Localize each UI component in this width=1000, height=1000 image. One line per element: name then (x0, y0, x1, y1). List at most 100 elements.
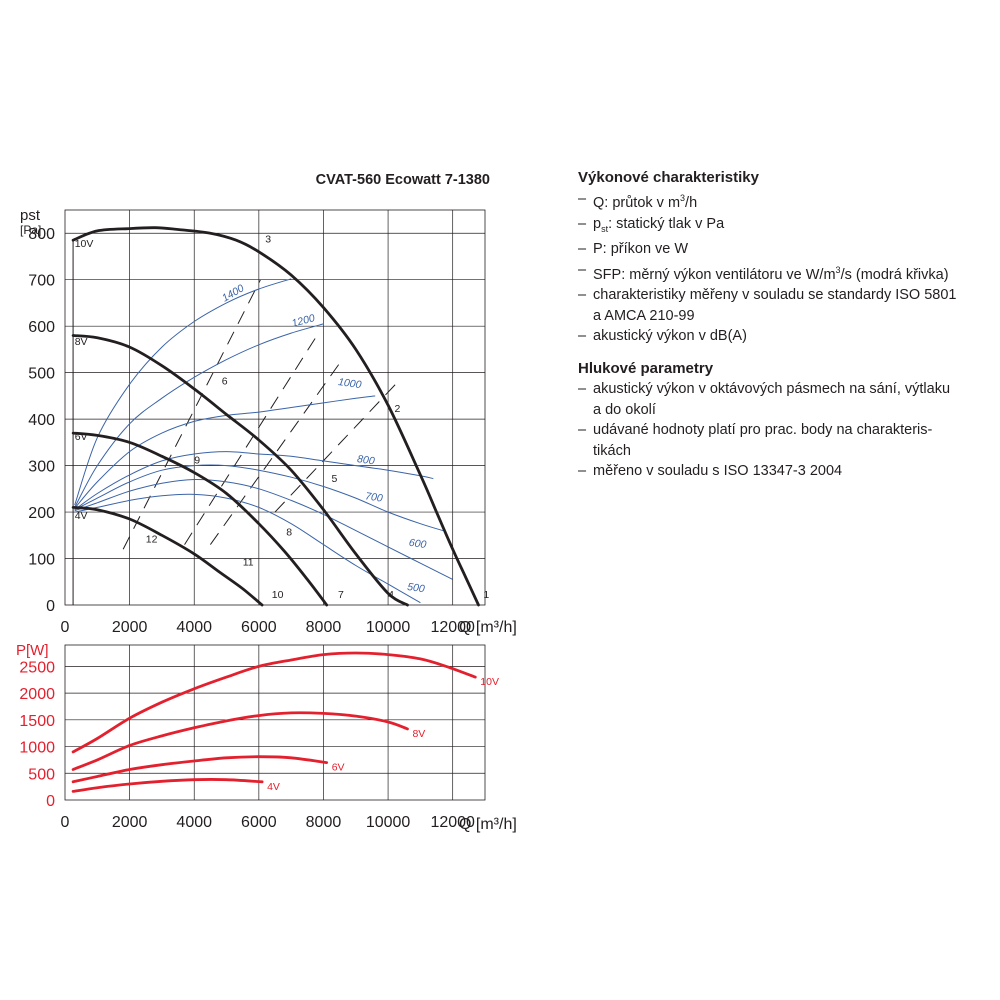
curve-label: 1 (483, 589, 489, 601)
power-curve-6V (71, 755, 329, 784)
note-text: SFP: měrný výkon ventilátoru ve W/m3/s (… (593, 264, 949, 283)
y-tick-label: 1000 (19, 740, 55, 757)
note-item: – charakteristiky měřeny v souladu se sta… (578, 285, 993, 326)
pressure-chart: 0 100 200 300 400 500 600 700 800 0 2000 4000 6000 8… (20, 207, 517, 636)
x-tick-label: 12000 (430, 619, 475, 636)
curve-label: 11 (243, 557, 254, 569)
sfp-label: 800 (356, 453, 375, 467)
dash-bullet: – (578, 261, 587, 278)
dash-bullet: – (578, 381, 587, 398)
note-text: pst: statický tlak v Pa (593, 215, 725, 234)
power-x-label: Q [m³/h] (459, 816, 517, 833)
note-text: akustický výkon v dB(A) (593, 328, 747, 345)
power-curve-label: 4V (267, 781, 280, 793)
curve-label: 9 (194, 454, 200, 466)
x-tick-label: 12000 (430, 814, 475, 831)
y-tick-label: 700 (28, 273, 55, 290)
fan-curve-8V (71, 334, 409, 607)
curve-labels: 10V8V6V4V1234567891011121400120010008007… (75, 234, 490, 602)
performance-heading: Výkonové charakteristiky (578, 169, 759, 186)
y-tick-label: 300 (28, 459, 55, 476)
fan-curves (71, 226, 480, 607)
x-tick-label: 6000 (241, 814, 277, 831)
x-tick-label: 6000 (241, 619, 277, 636)
system-curve (184, 335, 318, 545)
power-chart: 0 500 1000 1500 2000 2500 0 2000 4000 6000 8000 10… (16, 642, 517, 833)
y-tick-label: 2000 (19, 686, 55, 703)
pressure-y-unit: [Pa] (20, 223, 41, 237)
sfp-label: 600 (408, 537, 427, 551)
note-continuation: a AMCA 210-99 (593, 307, 695, 324)
curve-label: 10 (272, 589, 284, 601)
dash-bullet: – (578, 463, 587, 480)
notes-panel: Výkonové charakteristiky – Q: průtok v m3… (578, 168, 993, 494)
note-item: – akustický výkon v oktávových pásmech na… (578, 379, 993, 420)
noise-list: – akustický výkon v oktávových pásmech na… (578, 379, 993, 482)
power-curve-10V (71, 651, 477, 754)
note-continuation: tikách (593, 442, 631, 459)
pressure-yticks: 0 100 200 300 400 500 600 700 800 (28, 226, 55, 615)
note-text: Q: průtok v m3/h (593, 193, 698, 212)
note-text: P: příkon ve W (593, 241, 689, 258)
sfp-curve-1400 (74, 278, 292, 506)
y-tick-label: 1500 (19, 713, 55, 730)
y-tick-label: 400 (28, 412, 55, 429)
x-tick-label: 2000 (112, 814, 148, 831)
sfp-label: 1000 (337, 376, 362, 391)
power-curve-8V (71, 711, 409, 771)
sfp-curve-500 (74, 493, 421, 604)
y-tick-label: 800 (28, 226, 55, 243)
x-tick-label: 0 (61, 814, 70, 831)
dash-bullet: – (578, 287, 587, 304)
note-text: charakteristiky měřeny v souladu se stan… (593, 287, 957, 304)
curve-label: 6V (75, 431, 88, 443)
dash-bullet: – (578, 328, 587, 345)
system-curves (122, 279, 399, 550)
x-tick-label: 4000 (176, 814, 212, 831)
sfp-curves (74, 278, 453, 604)
noise-heading: Hlukové parametry (578, 359, 714, 377)
subscript: st (601, 223, 609, 234)
sfp-label: 1200 (290, 312, 316, 330)
x-tick-label: 10000 (366, 814, 411, 831)
sfp-label: 700 (364, 490, 383, 504)
fan-curve-10V (71, 226, 480, 607)
y-tick-label: 100 (28, 552, 55, 569)
fan-curve-4V (71, 506, 264, 607)
note-item: – Q: průtok v m3/h (578, 189, 993, 214)
x-tick-label: 8000 (306, 814, 342, 831)
plot-frame (64, 644, 486, 801)
curve-label: 4V (75, 510, 88, 522)
note-text: udávané hodnoty platí pro prac. body na … (593, 422, 933, 439)
pressure-y-label: pst (20, 207, 41, 224)
system-curve (209, 358, 344, 545)
note-item: – SFP: měrný výkon ventilátoru ve W/m3/s … (578, 260, 993, 285)
curve-label: 2 (395, 403, 401, 415)
chart-title: CVAT-560 Ecowatt 7-1380 (316, 172, 490, 188)
y-tick-label: 500 (28, 366, 55, 383)
curve-label: 5 (332, 473, 338, 485)
power-yticks: 0 500 1000 1500 2000 2500 (19, 659, 55, 810)
curve-label: 8V (75, 336, 88, 348)
system-curve (274, 381, 399, 513)
note-text: měřeno v souladu s ISO 13347-3 2004 (593, 463, 843, 480)
curve-label: 7 (338, 589, 344, 601)
dash-bullet: – (578, 190, 587, 207)
x-tick-label: 8000 (306, 619, 342, 636)
x-tick-label: 10000 (366, 619, 411, 636)
power-curve-label: 10V (480, 676, 499, 688)
y-tick-label: 500 (28, 766, 55, 783)
y-tick-label: 0 (46, 793, 55, 810)
dash-bullet: – (578, 215, 587, 232)
curve-label: 10V (75, 238, 94, 250)
power-xticks: 0 2000 4000 6000 8000 10000 12000 (61, 814, 475, 831)
power-labels: 10V 8V 6V 4V (267, 676, 499, 793)
fan-curve-6V (71, 431, 329, 607)
x-tick-label: 4000 (176, 619, 212, 636)
y-tick-label: 200 (28, 505, 55, 522)
y-tick-label: 0 (46, 598, 55, 615)
power-grid (64, 644, 486, 801)
dash-bullet: – (578, 241, 587, 258)
plot-frame (64, 209, 486, 606)
